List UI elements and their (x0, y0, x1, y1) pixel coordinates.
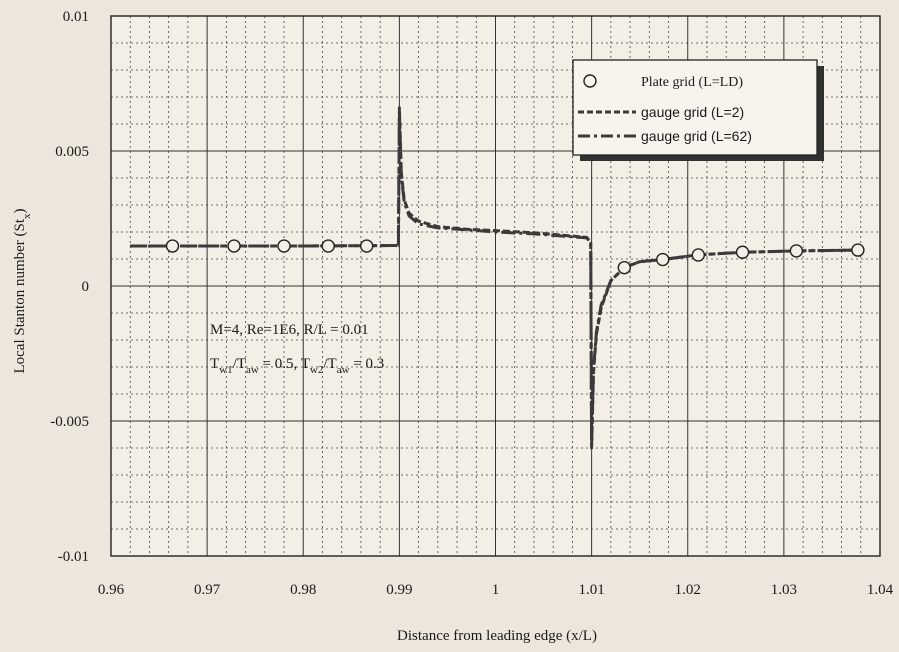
y-tick-label: 0 (82, 279, 90, 295)
legend-label-gauge-grid-2: gauge grid (L=2) (641, 104, 744, 120)
x-tick-label: 1.02 (675, 582, 701, 598)
x-tick-label: 0.97 (194, 582, 221, 598)
series-line-2 (130, 111, 858, 447)
y-tick-label: -0.01 (58, 549, 89, 565)
legend-box (572, 59, 818, 156)
legend: Plate grid (L=LD) gauge grid (L=2) gauge… (572, 59, 824, 161)
x-tick-label: 1.04 (867, 582, 894, 598)
x-tick-label: 1 (492, 582, 500, 598)
data-point-circle (165, 239, 180, 253)
annotation-part: aw (246, 364, 259, 376)
annotation-part: aw (337, 364, 350, 376)
annotation-part: w2 (310, 364, 323, 376)
annotation-part: /T (233, 356, 246, 372)
data-point-circle (617, 260, 632, 275)
y-tick-label: 0.005 (55, 144, 89, 160)
legend-label-plate-grid: Plate grid (L=LD) (641, 75, 743, 90)
y-axis-title-sub: x (21, 213, 33, 219)
annotation-part: = 0.3 (350, 356, 385, 372)
data-point-circle (656, 252, 670, 267)
annotation-part: /T (323, 356, 336, 372)
data-point-circle (851, 243, 865, 257)
x-tick-label: 1.01 (579, 582, 605, 598)
y-tick-labels: -0.01 -0.005 0 0.005 0.01 (50, 9, 89, 565)
series-layer (130, 106, 865, 450)
y-tick-label: -0.005 (50, 414, 89, 430)
y-tick-label: 0.01 (63, 9, 89, 25)
x-tick-label: 0.99 (386, 582, 412, 598)
conditions-annotation: M=4, Re=1E6, R/L = 0.01 Tw1/Taw = 0.5, T… (210, 322, 384, 376)
annotation-part: = 0.5, T (259, 356, 310, 372)
x-tick-label: 1.03 (771, 582, 797, 598)
y-axis-title: Local Stanton number (Stx) (12, 208, 33, 373)
plot-frame (110, 15, 881, 557)
y-axis-title-close: ) (12, 208, 28, 213)
data-point-circle (691, 248, 706, 262)
data-point-circle (321, 239, 335, 253)
data-point-circle (359, 239, 374, 253)
data-point-circle (227, 239, 241, 253)
annotation-part: T (210, 356, 219, 372)
legend-marker-circles (583, 74, 597, 88)
data-point-circle (789, 244, 804, 258)
x-axis-title: Distance from leading edge (x/L) (397, 628, 597, 644)
x-tick-label: 0.96 (98, 582, 125, 598)
annotation-part: w1 (219, 364, 232, 376)
x-tick-labels: 0.96 0.97 0.98 0.99 1 1.01 1.02 1.03 1.04 (98, 582, 894, 598)
y-axis-title-main: Local Stanton number (St (12, 218, 28, 373)
annotation-line-1: M=4, Re=1E6, R/L = 0.01 (210, 322, 369, 338)
x-tick-label: 0.98 (290, 582, 316, 598)
data-point-circle (277, 239, 291, 253)
annotation-line-2: Tw1/Taw = 0.5, Tw2/Taw = 0.3 (210, 356, 384, 376)
data-point-circle (735, 245, 750, 259)
legend-label-gauge-grid-62: gauge grid (L=62) (641, 128, 752, 144)
